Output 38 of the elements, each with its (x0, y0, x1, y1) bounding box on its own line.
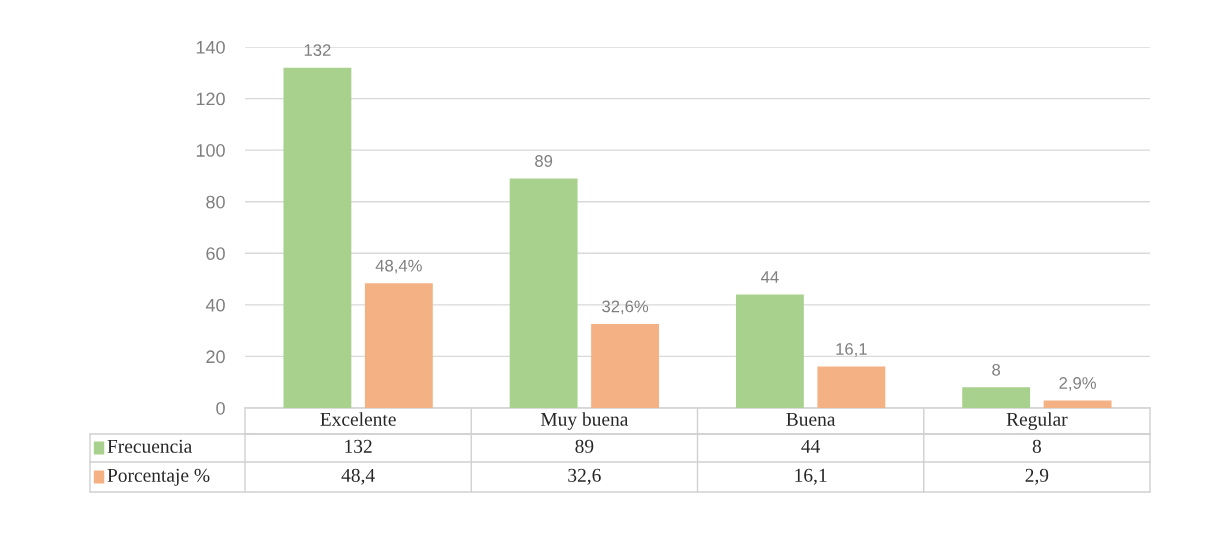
y-tick-label: 80 (206, 195, 225, 209)
x-tick-label: Excelente (320, 412, 396, 426)
bar (283, 67, 352, 408)
text: 48,4 (341, 468, 375, 485)
y-tick-label: 120 (196, 92, 225, 106)
y-tick-label: 20 (206, 350, 225, 364)
legend-label: Frecuencia (107, 439, 192, 453)
bar (591, 323, 660, 408)
bar (509, 178, 578, 408)
text: 89 (575, 439, 594, 453)
data-label: 16,1 (836, 343, 867, 357)
data-label: 32,6% (602, 300, 649, 315)
data-label: 2,9% (1059, 377, 1096, 391)
legend-label: Porcentaje % (107, 468, 210, 486)
text: 44 (801, 439, 821, 453)
x-tick-label: Muy buena (540, 412, 629, 430)
y-tick-label: 0 (216, 401, 225, 415)
data-label: 89 (535, 155, 553, 167)
bar (1043, 400, 1112, 408)
x-tick-label: Buena (786, 412, 836, 426)
y-tick-label: 60 (206, 247, 225, 261)
bar (735, 294, 804, 408)
data-label: 132 (304, 44, 331, 56)
bar (364, 283, 433, 408)
x-tick-label: Regular (1006, 412, 1068, 430)
text: 8 (1032, 439, 1041, 453)
data-label: 8 (992, 363, 1001, 376)
y-tick-label: 140 (196, 40, 225, 54)
data-label: 44 (761, 271, 779, 283)
text: 132 (345, 439, 372, 453)
text: 32,6 (568, 468, 601, 485)
y-tick-label: 40 (205, 298, 225, 312)
text: 2,9 (1025, 468, 1049, 485)
text: 16,1 (795, 468, 827, 485)
y-tick-label: 100 (196, 144, 225, 157)
data-label: 48,4% (375, 259, 422, 274)
bar (817, 366, 886, 408)
bar (962, 387, 1031, 408)
